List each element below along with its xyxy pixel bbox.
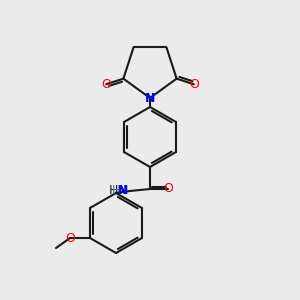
Text: O: O: [163, 182, 173, 196]
Text: N: N: [145, 92, 155, 104]
Text: HN: HN: [109, 184, 128, 196]
Text: H: H: [112, 184, 121, 196]
Text: O: O: [65, 232, 75, 244]
Text: N: N: [118, 184, 128, 196]
Text: O: O: [101, 78, 111, 91]
Text: O: O: [189, 78, 199, 91]
